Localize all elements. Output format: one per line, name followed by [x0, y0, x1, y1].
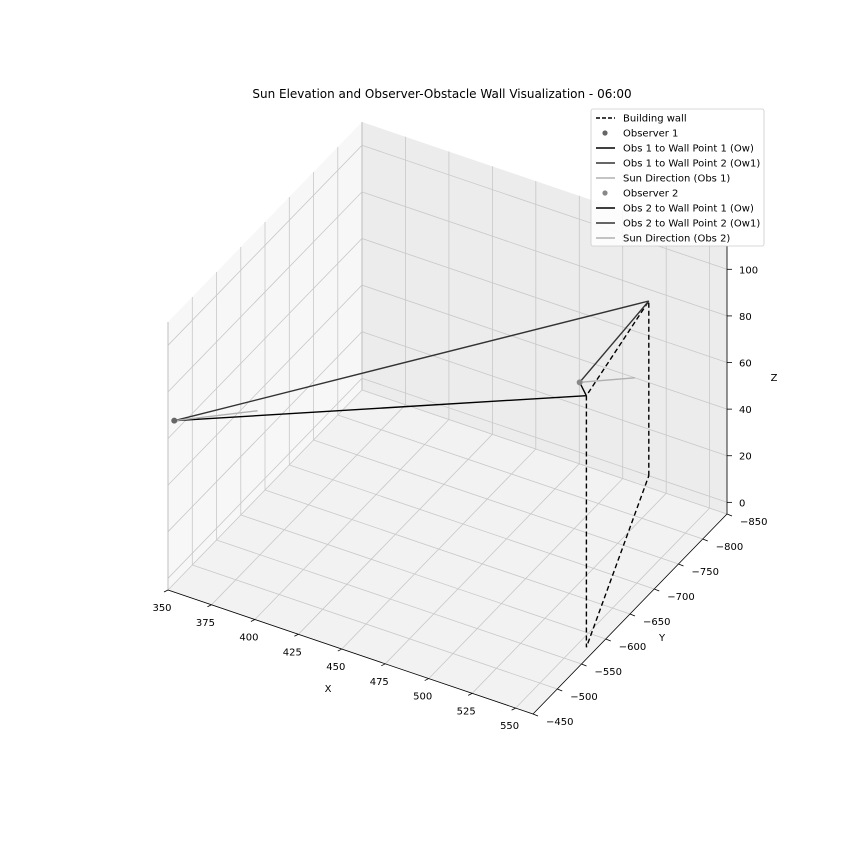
data-marks: [171, 298, 650, 648]
x-tick-mark: [337, 648, 342, 652]
x-tick-label: 400: [239, 633, 258, 644]
x-tick-label: 425: [283, 647, 302, 658]
legend-label: Sun Direction (Obs 2): [623, 234, 730, 245]
legend-box: [590, 108, 765, 247]
y-grid-line: [191, 297, 558, 690]
x-tick-mark: [294, 633, 299, 637]
y-grid-line: [216, 272, 582, 665]
z-axis-label: Z: [771, 373, 778, 384]
x-tick-label: 525: [457, 706, 476, 717]
ray-line-4: [174, 300, 649, 422]
x-tick-label: 475: [370, 677, 389, 688]
y-tick-mark: [726, 513, 733, 517]
y-grid-line: [337, 147, 703, 540]
z-tick-label: 80: [739, 312, 752, 323]
z-tick-label: 60: [739, 359, 752, 370]
legend-label: Obs 1 to Wall Point 1 (Ow): [623, 144, 754, 155]
x-tick-mark: [207, 604, 212, 608]
z-tick-label: 20: [739, 452, 752, 463]
y-tick-label: −600: [619, 642, 646, 653]
legend-label: Observer 2: [623, 189, 678, 200]
y-tick-label: −550: [595, 667, 622, 678]
z-tick-label: 40: [739, 405, 752, 416]
x-tick-mark: [424, 678, 429, 681]
legend: Building wall Observer 1 Obs 1 to Wall Poi…: [590, 108, 765, 247]
legend-label: Obs 1 to Wall Point 2 (Ow1): [623, 159, 760, 170]
y-grid-line: [240, 247, 606, 640]
ray-line-5: [174, 410, 258, 422]
x-tick-label: 350: [152, 603, 171, 614]
x-tick-label: 375: [196, 618, 215, 629]
x-tick-mark: [511, 707, 516, 711]
y-tick-label: −500: [570, 692, 597, 703]
y-tick-label: −750: [692, 567, 719, 578]
legend-label: Observer 1: [623, 129, 678, 140]
y-tick-label: −700: [667, 592, 694, 603]
y-tick-label: −450: [546, 717, 573, 728]
y-grid-line: [288, 197, 655, 590]
legend-marker: [602, 130, 608, 136]
x-tick-mark: [381, 663, 386, 667]
y-tick-mark: [702, 538, 708, 542]
x-tick-mark: [163, 589, 169, 593]
legend-label: Obs 2 to Wall Point 2 (Ow1): [623, 219, 760, 230]
x-tick-label: 550: [500, 721, 519, 732]
y-tick-mark: [532, 713, 539, 717]
y-tick-mark: [678, 563, 684, 567]
y-tick-mark: [581, 663, 587, 667]
y-tick-label: −800: [716, 542, 743, 553]
x-tick-mark: [250, 619, 256, 622]
y-tick-label: −850: [740, 517, 767, 528]
observer-point-2: [576, 379, 583, 386]
chart-title: Sun Elevation and Observer-Obstacle Wall…: [252, 87, 631, 101]
z-tick-label: 0: [739, 498, 745, 509]
x-tick-label: 500: [413, 692, 432, 703]
ray-line-3: [174, 394, 587, 422]
y-tick-mark: [654, 588, 660, 592]
z-tick-label: 100: [739, 265, 758, 276]
y-axis-label: Y: [658, 633, 666, 644]
legend-marker: [602, 190, 608, 196]
legend-label: Sun Direction (Obs 1): [623, 174, 730, 185]
y-grid-line: [313, 172, 679, 565]
observer-point-1: [171, 417, 178, 424]
x-axis-label: X: [325, 684, 332, 695]
legend-label: Building wall: [623, 114, 687, 125]
ray-line-7: [579, 300, 650, 383]
ray-line-8: [579, 377, 635, 384]
x-tick-mark: [467, 692, 473, 696]
building-wall-line: [585, 298, 650, 648]
y-tick-mark: [605, 638, 611, 642]
x-tick-label: 450: [326, 662, 345, 673]
y-tick-mark: [629, 613, 636, 617]
y-grid-line: [264, 222, 631, 615]
axis-lines: [167, 122, 728, 715]
legend-label: Obs 2 to Wall Point 1 (Ow): [623, 204, 754, 215]
y-tick-label: −650: [643, 617, 670, 628]
y-tick-mark: [557, 688, 563, 692]
